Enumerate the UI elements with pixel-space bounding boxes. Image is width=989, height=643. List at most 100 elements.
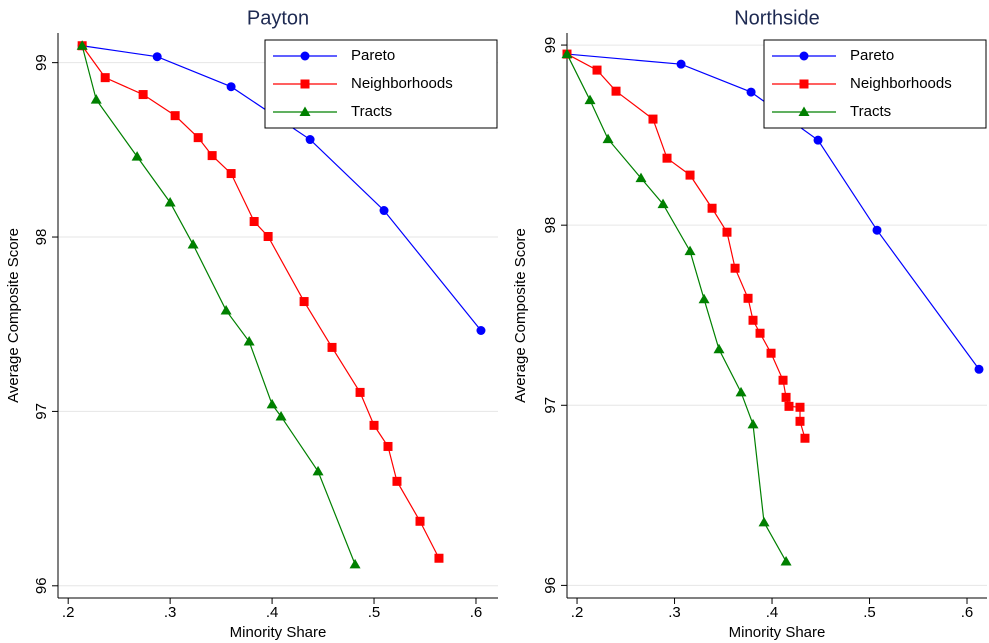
marker	[100, 73, 110, 83]
marker	[327, 342, 337, 352]
marker	[249, 217, 259, 227]
marker	[207, 151, 217, 161]
marker	[226, 169, 236, 179]
x-tick-label: .2	[62, 604, 75, 621]
marker	[778, 375, 788, 385]
marker	[138, 90, 148, 100]
marker	[755, 328, 765, 338]
y-axis-label: Average Composite Score	[512, 228, 529, 403]
marker	[707, 203, 717, 213]
marker	[676, 59, 686, 69]
marker	[602, 133, 614, 144]
legend-label: Tracts	[351, 103, 392, 120]
marker	[476, 325, 486, 335]
x-axis-label: Minority Share	[729, 624, 826, 641]
y-tick-label: 98	[542, 217, 559, 234]
marker	[735, 386, 747, 397]
y-tick-label: 99	[33, 54, 50, 71]
marker	[713, 343, 725, 354]
marker	[131, 151, 143, 161]
marker	[758, 516, 770, 527]
marker	[800, 433, 810, 443]
x-tick-label: .5	[368, 604, 381, 621]
x-tick-label: .4	[766, 604, 779, 621]
marker	[722, 227, 732, 237]
marker	[648, 114, 658, 124]
marker	[349, 558, 361, 569]
y-tick-label: 97	[542, 397, 559, 414]
marker	[379, 206, 389, 216]
marker	[263, 232, 273, 242]
panel-title: Payton	[247, 7, 309, 29]
x-tick-label: .3	[668, 604, 681, 621]
marker	[592, 65, 602, 75]
legend-label: Tracts	[850, 103, 891, 120]
series-line	[566, 53, 787, 562]
marker	[746, 87, 756, 97]
marker	[611, 86, 621, 96]
marker	[369, 420, 379, 430]
marker	[662, 153, 672, 163]
marker	[799, 79, 809, 89]
marker	[685, 170, 695, 180]
y-tick-label: 96	[542, 577, 559, 594]
legend-label: Pareto	[351, 47, 395, 64]
panel-title: Northside	[734, 7, 820, 29]
marker	[743, 293, 753, 303]
marker	[684, 245, 696, 256]
marker	[799, 51, 809, 61]
marker	[584, 94, 596, 105]
legend-label: Pareto	[850, 47, 894, 64]
marker	[561, 48, 573, 59]
legend-label: Neighborhoods	[850, 75, 952, 92]
x-tick-label: .6	[961, 604, 974, 621]
marker	[243, 335, 255, 346]
marker	[312, 465, 324, 476]
marker	[170, 111, 180, 121]
marker	[795, 402, 805, 412]
marker	[747, 418, 759, 429]
marker	[275, 410, 287, 421]
marker	[415, 516, 425, 526]
marker	[266, 398, 278, 409]
x-tick-label: .2	[571, 604, 584, 621]
marker	[392, 476, 402, 486]
marker	[781, 392, 791, 402]
marker	[305, 135, 315, 145]
marker	[187, 239, 199, 249]
marker	[299, 297, 309, 307]
marker	[193, 133, 203, 143]
marker	[383, 441, 393, 451]
marker	[90, 94, 102, 104]
marker	[300, 51, 310, 61]
marker	[872, 225, 882, 235]
y-tick-label: 96	[33, 577, 50, 594]
marker	[780, 555, 792, 566]
marker	[434, 553, 444, 563]
y-tick-label: 99	[542, 37, 559, 54]
x-tick-label: .5	[863, 604, 876, 621]
x-tick-label: .4	[266, 604, 279, 621]
marker	[152, 52, 162, 62]
marker	[355, 387, 365, 397]
y-axis-label: Average Composite Score	[5, 228, 22, 403]
marker	[635, 172, 647, 183]
marker	[730, 263, 740, 273]
legend-label: Neighborhoods	[351, 75, 453, 92]
marker	[784, 401, 794, 411]
marker	[813, 135, 823, 145]
marker	[974, 364, 984, 374]
marker	[299, 106, 311, 116]
x-axis-label: Minority Share	[230, 624, 327, 641]
marker	[748, 315, 758, 325]
x-tick-label: .3	[164, 604, 177, 621]
marker	[795, 416, 805, 426]
marker	[698, 293, 710, 304]
marker	[657, 198, 669, 209]
marker	[300, 79, 310, 89]
marker	[164, 197, 176, 207]
marker	[220, 304, 232, 315]
x-tick-label: .6	[470, 604, 483, 621]
marker	[76, 40, 88, 50]
